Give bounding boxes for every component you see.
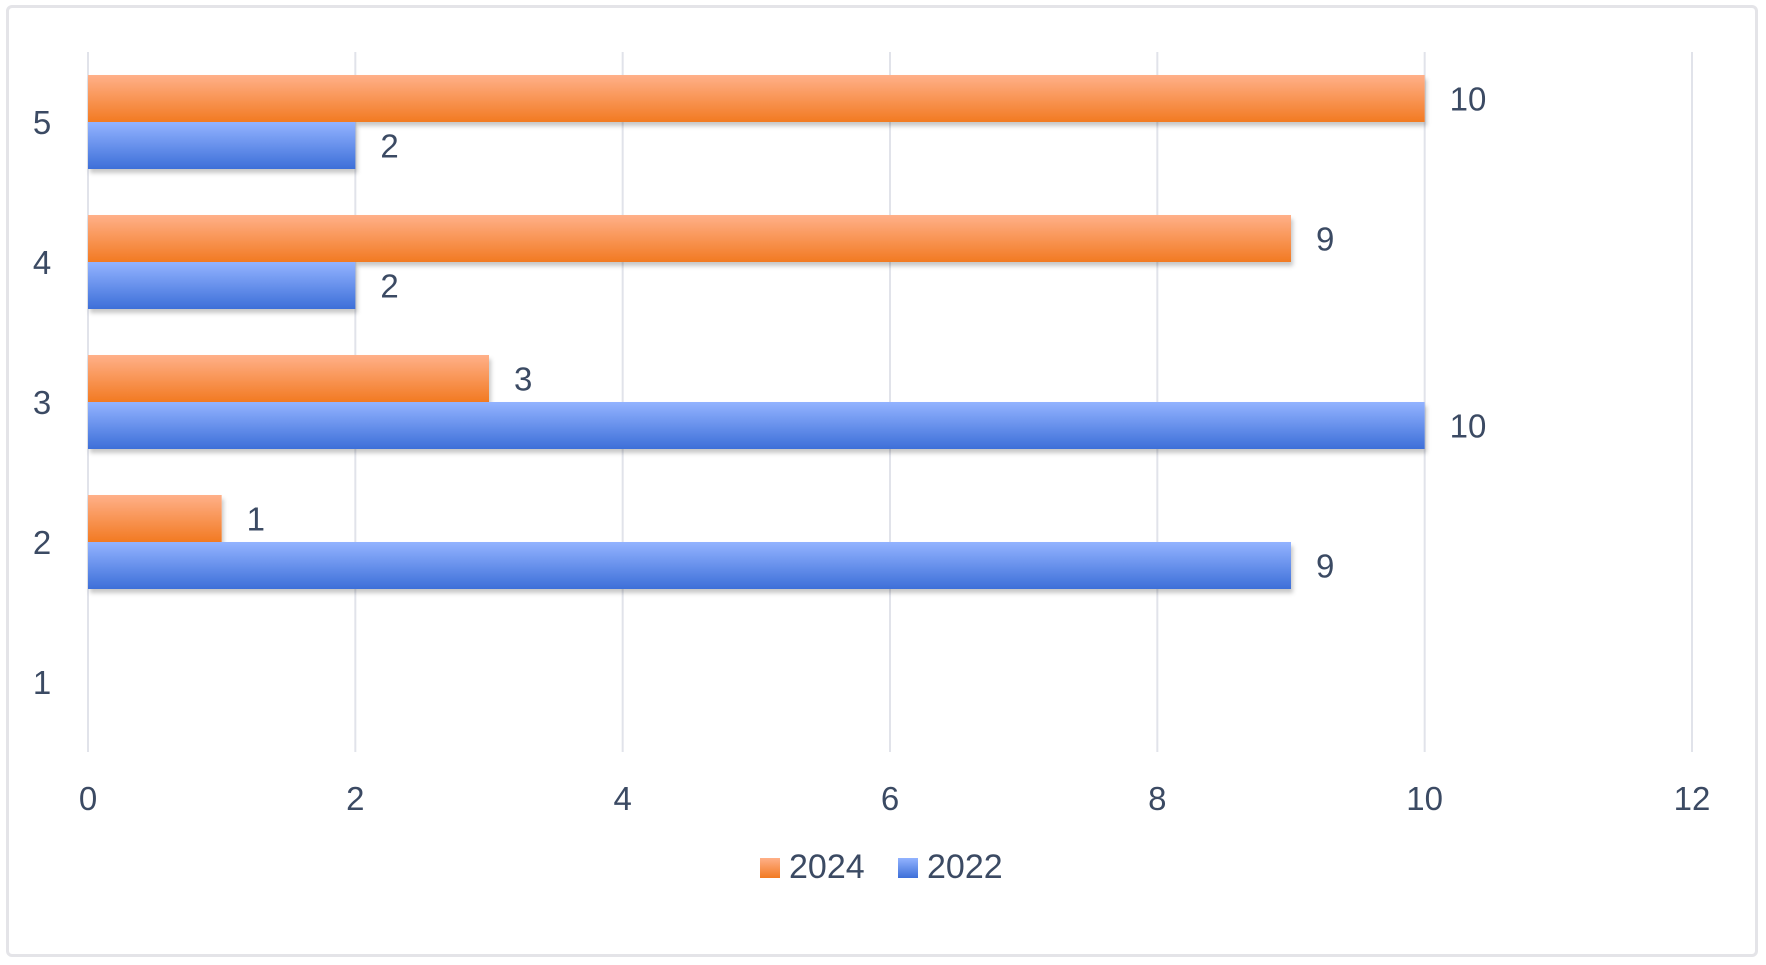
- data-label-2022-5: 2: [380, 128, 398, 165]
- data-label-2022-4: 2: [380, 268, 398, 305]
- x-tick-label: 8: [1148, 780, 1166, 817]
- x-tick-label: 12: [1674, 780, 1711, 817]
- y-category-label: 4: [33, 244, 51, 281]
- bar-2024-4: [88, 215, 1291, 262]
- bar-2022-5: [88, 122, 356, 169]
- x-tick-label: 4: [613, 780, 631, 817]
- y-category-label: 5: [33, 104, 51, 141]
- legend-label-2024: 2024: [789, 848, 865, 886]
- legend-swatch-2024: [760, 858, 780, 878]
- bar-2022-4: [88, 262, 356, 309]
- y-category-label: 2: [33, 524, 51, 561]
- data-label-2024-3: 3: [514, 361, 532, 398]
- bar-2024-3: [88, 355, 489, 402]
- data-label-2024-2: 1: [247, 501, 265, 538]
- bar-2022-2: [88, 542, 1291, 589]
- x-tick-label: 6: [881, 780, 899, 817]
- x-tick-label: 0: [79, 780, 97, 817]
- data-label-2024-5: 10: [1450, 81, 1487, 118]
- bar-2022-3: [88, 402, 1425, 449]
- bar-2024-5: [88, 75, 1425, 122]
- legend-label-2022: 2022: [927, 848, 1003, 886]
- y-category-label: 1: [33, 664, 51, 701]
- bars: [88, 75, 1425, 589]
- x-tick-label: 10: [1406, 780, 1443, 817]
- data-label-2022-2: 9: [1316, 548, 1334, 585]
- x-tick-label: 2: [346, 780, 364, 817]
- data-label-2022-3: 10: [1450, 408, 1487, 445]
- data-label-2024-4: 9: [1316, 221, 1334, 258]
- y-category-label: 3: [33, 384, 51, 421]
- legend-swatch-2022: [898, 858, 918, 878]
- bar-2024-2: [88, 495, 222, 542]
- legend: 2024 2022: [760, 848, 1003, 886]
